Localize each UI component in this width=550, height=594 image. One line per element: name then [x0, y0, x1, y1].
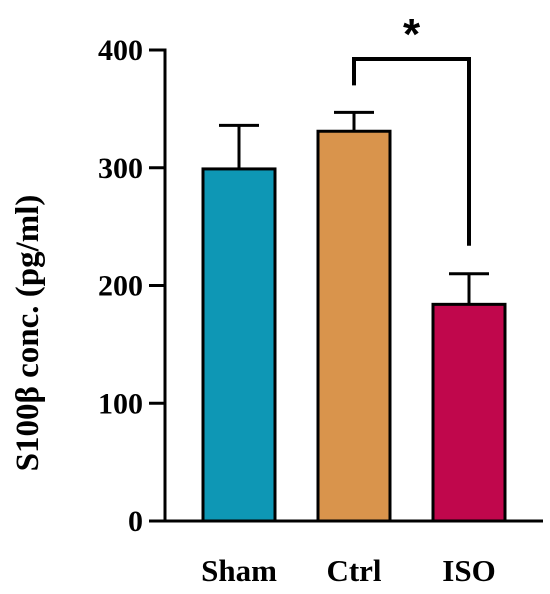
bar-sham — [201, 167, 277, 523]
significance-star: * — [403, 10, 421, 59]
bar-ctrl — [316, 129, 392, 523]
plot-area: 0 100 200 300 400 Sham Ctrl ISO * — [98, 10, 543, 588]
significance-bracket — [352, 57, 471, 246]
y-axis-title: S100β conc. (pg/ml) — [10, 195, 46, 472]
x-tick-label-ctrl: Ctrl — [326, 553, 381, 588]
x-tick-label-sham: Sham — [201, 553, 277, 588]
y-tick-label-300: 300 — [98, 152, 143, 185]
y-tick-label-200: 200 — [98, 270, 143, 303]
x-tick-label-iso: ISO — [442, 553, 495, 588]
y-tick-label-100: 100 — [98, 387, 143, 420]
y-tick-label-0: 0 — [128, 505, 143, 538]
bar-iso — [431, 302, 507, 523]
y-tick-label-400: 400 — [98, 34, 143, 67]
